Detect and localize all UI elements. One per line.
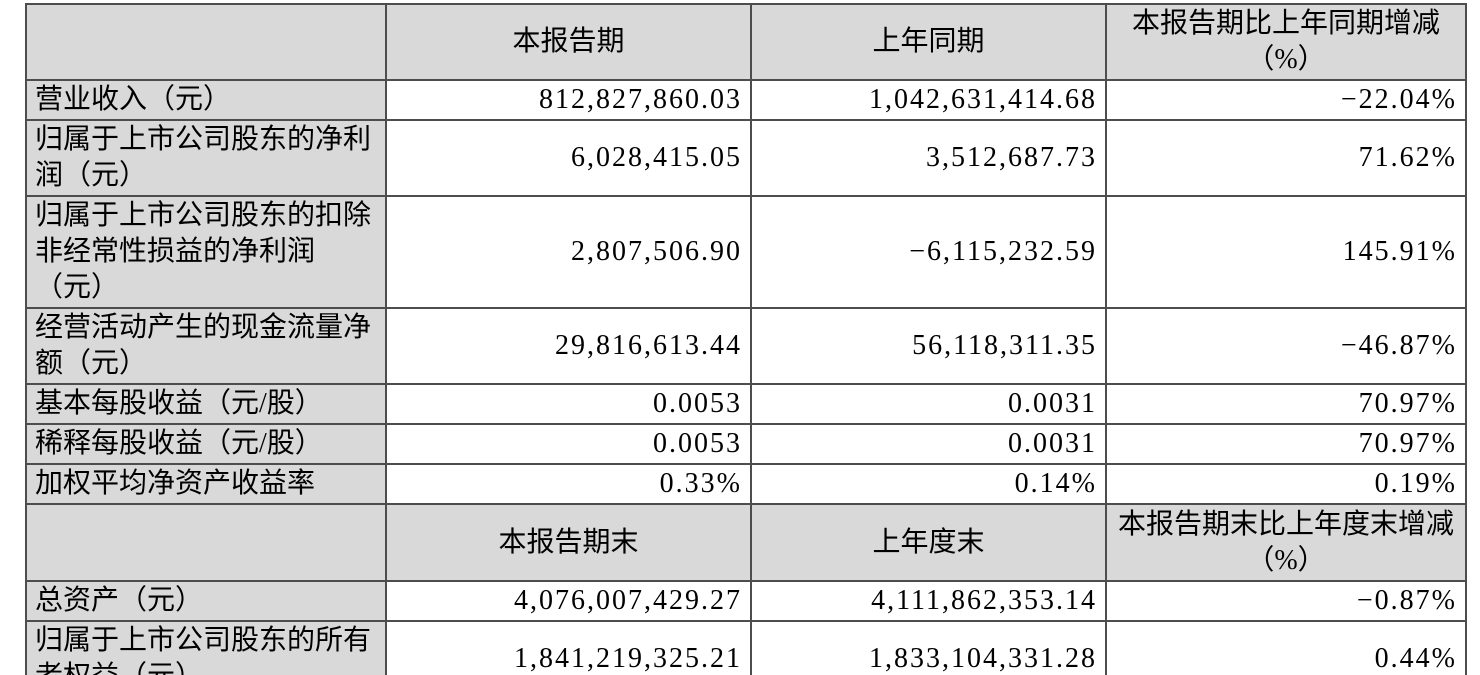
value-change: 0.44% (1105, 620, 1467, 675)
header-period-change: 本报告期比上年同期增减 （%） (1105, 3, 1467, 81)
value-change: −0.87% (1105, 580, 1467, 622)
table-header-row-period: 本报告期 上年同期 本报告期比上年同期增减 （%） (25, 3, 1467, 81)
header-blank-cell (25, 503, 387, 582)
value-prior: 4,111,862,353.14 (750, 580, 1107, 622)
header-prior-period: 上年同期 (750, 3, 1107, 81)
value-change: −46.87% (1105, 307, 1467, 385)
table-row-shareholders-equity: 归属于上市公司股东的所有 者权益（元） 1,841,219,325.21 1,8… (25, 620, 1467, 675)
row-label: 基本每股收益（元/股） (25, 383, 387, 425)
value-change: 0.19% (1105, 463, 1467, 505)
value-current: 0.33% (385, 463, 752, 505)
table-row-operating-revenue: 营业收入（元） 812,827,860.03 1,042,631,414.68 … (25, 79, 1467, 121)
row-label: 归属于上市公司股东的净利 润（元） (25, 119, 387, 197)
table-row-total-assets: 总资产（元） 4,076,007,429.27 4,111,862,353.14… (25, 580, 1467, 622)
value-current: 0.0053 (385, 383, 752, 425)
value-prior: 0.0031 (750, 423, 1107, 465)
header-blank-cell (25, 3, 387, 81)
value-current: 1,841,219,325.21 (385, 620, 752, 675)
row-label: 总资产（元） (25, 580, 387, 622)
header-current-period-end: 本报告期末 (385, 503, 752, 582)
financial-summary-table: 本报告期 上年同期 本报告期比上年同期增减 （%） 营业收入（元） 812,82… (25, 3, 1467, 675)
row-label: 归属于上市公司股东的扣除 非经常性损益的净利润 （元） (25, 195, 387, 309)
value-prior: 1,042,631,414.68 (750, 79, 1107, 121)
value-prior: −6,115,232.59 (750, 195, 1107, 309)
value-prior: 1,833,104,331.28 (750, 620, 1107, 675)
value-change: 70.97% (1105, 383, 1467, 425)
row-label: 营业收入（元） (25, 79, 387, 121)
table-row-net-profit: 归属于上市公司股东的净利 润（元） 6,028,415.05 3,512,687… (25, 119, 1467, 197)
header-period-end-change: 本报告期末比上年度末增减 （%） (1105, 503, 1467, 582)
value-change: 145.91% (1105, 195, 1467, 309)
table-row-basic-eps: 基本每股收益（元/股） 0.0053 0.0031 70.97% (25, 383, 1467, 425)
row-label: 经营活动产生的现金流量净 额（元） (25, 307, 387, 385)
table-header-row-period-end: 本报告期末 上年度末 本报告期末比上年度末增减 （%） (25, 503, 1467, 582)
table-row-diluted-eps: 稀释每股收益（元/股） 0.0053 0.0031 70.97% (25, 423, 1467, 465)
value-prior: 0.14% (750, 463, 1107, 505)
value-current: 6,028,415.05 (385, 119, 752, 197)
table-row-operating-cash-flow: 经营活动产生的现金流量净 额（元） 29,816,613.44 56,118,3… (25, 307, 1467, 385)
header-prior-year-end: 上年度末 (750, 503, 1107, 582)
row-label: 归属于上市公司股东的所有 者权益（元） (25, 620, 387, 675)
header-current-period: 本报告期 (385, 3, 752, 81)
value-current: 2,807,506.90 (385, 195, 752, 309)
value-current: 812,827,860.03 (385, 79, 752, 121)
value-change: 70.97% (1105, 423, 1467, 465)
value-change: −22.04% (1105, 79, 1467, 121)
value-prior: 56,118,311.35 (750, 307, 1107, 385)
table-row-weighted-avg-roe: 加权平均净资产收益率 0.33% 0.14% 0.19% (25, 463, 1467, 505)
value-change: 71.62% (1105, 119, 1467, 197)
row-label: 加权平均净资产收益率 (25, 463, 387, 505)
value-prior: 0.0031 (750, 383, 1107, 425)
row-label: 稀释每股收益（元/股） (25, 423, 387, 465)
value-current: 0.0053 (385, 423, 752, 465)
value-current: 4,076,007,429.27 (385, 580, 752, 622)
value-prior: 3,512,687.73 (750, 119, 1107, 197)
value-current: 29,816,613.44 (385, 307, 752, 385)
table-row-net-profit-excl-nonrecurring: 归属于上市公司股东的扣除 非经常性损益的净利润 （元） 2,807,506.90… (25, 195, 1467, 309)
